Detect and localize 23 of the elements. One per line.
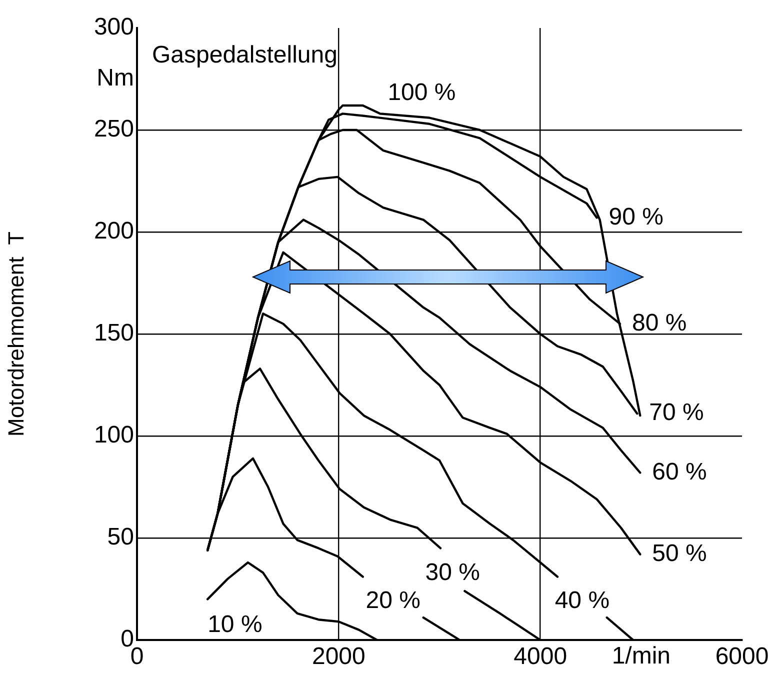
series-label: 70 % (649, 399, 704, 426)
series-label: 50 % (652, 540, 707, 567)
y-tick-label: 250 (94, 116, 134, 143)
x-tick-label: 6000 (715, 643, 769, 670)
x-tick-label: 2000 (312, 643, 366, 670)
series-label: 10 % (208, 610, 262, 638)
series-label: 80 % (632, 309, 687, 336)
y-tick-label: 100 (94, 422, 134, 449)
y-tick-label: 200 (94, 218, 134, 245)
series-label: 100 % (388, 79, 456, 106)
series-label: 20 % (366, 586, 420, 614)
y-tick-label: 150 (94, 320, 134, 347)
y-tick-label: Nm (96, 64, 134, 92)
series-label: 90 % (608, 203, 664, 230)
x-axis-title: 1/min (612, 642, 671, 670)
y-axis-title: Motordrehmoment T (3, 231, 28, 437)
legend-title: Gaspedalstellung (152, 42, 338, 69)
series-label: 30 % (425, 559, 480, 586)
y-tick-label: 300 (94, 14, 134, 41)
series-label: 60 % (652, 458, 707, 486)
x-tick-label: 4000 (514, 643, 568, 670)
y-tick-label: 50 (107, 524, 134, 551)
series-label: 40 % (554, 586, 610, 614)
